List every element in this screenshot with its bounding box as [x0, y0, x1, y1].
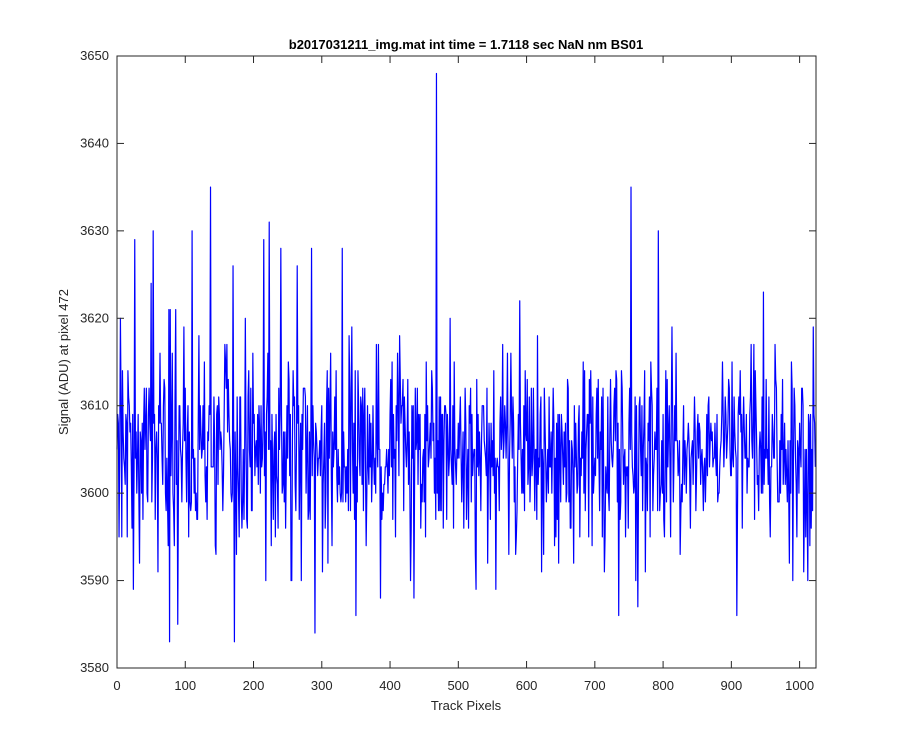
x-tick-label: 800	[652, 678, 674, 693]
x-tick-label: 300	[311, 678, 333, 693]
x-tick-label: 0	[113, 678, 120, 693]
x-axis-label: Track Pixels	[431, 698, 502, 713]
signal-series-line	[116, 72, 816, 643]
x-tick-label: 100	[174, 678, 196, 693]
x-tick-label: 500	[447, 678, 469, 693]
x-tick-label: 200	[243, 678, 265, 693]
x-tick-label: 700	[584, 678, 606, 693]
plot-area-frame	[116, 55, 817, 669]
x-tick-label: 1000	[785, 678, 814, 693]
y-tick-label: 3580	[80, 660, 109, 675]
chart-title: b2017031211_img.mat int time = 1.7118 se…	[289, 37, 643, 52]
y-tick-label: 3640	[80, 135, 109, 150]
x-tick-label: 600	[516, 678, 538, 693]
y-tick-label: 3590	[80, 573, 109, 588]
y-tick-label: 3630	[80, 223, 109, 238]
y-axis-label: Signal (ADU) at pixel 472	[56, 289, 71, 435]
y-tick-label: 3650	[80, 48, 109, 63]
x-tick-label: 400	[379, 678, 401, 693]
y-tick-label: 3620	[80, 310, 109, 325]
x-tick-label: 900	[721, 678, 743, 693]
y-tick-label: 3600	[80, 485, 109, 500]
y-axis-ticks: 3580 3590 3600 3610 3620 3630 3640 3650	[80, 48, 816, 675]
x-axis-ticks: 0 100 200 300 400 500 600 700 800 900 1000	[113, 56, 814, 693]
series-layer	[116, 72, 816, 643]
y-tick-label: 3610	[80, 398, 109, 413]
